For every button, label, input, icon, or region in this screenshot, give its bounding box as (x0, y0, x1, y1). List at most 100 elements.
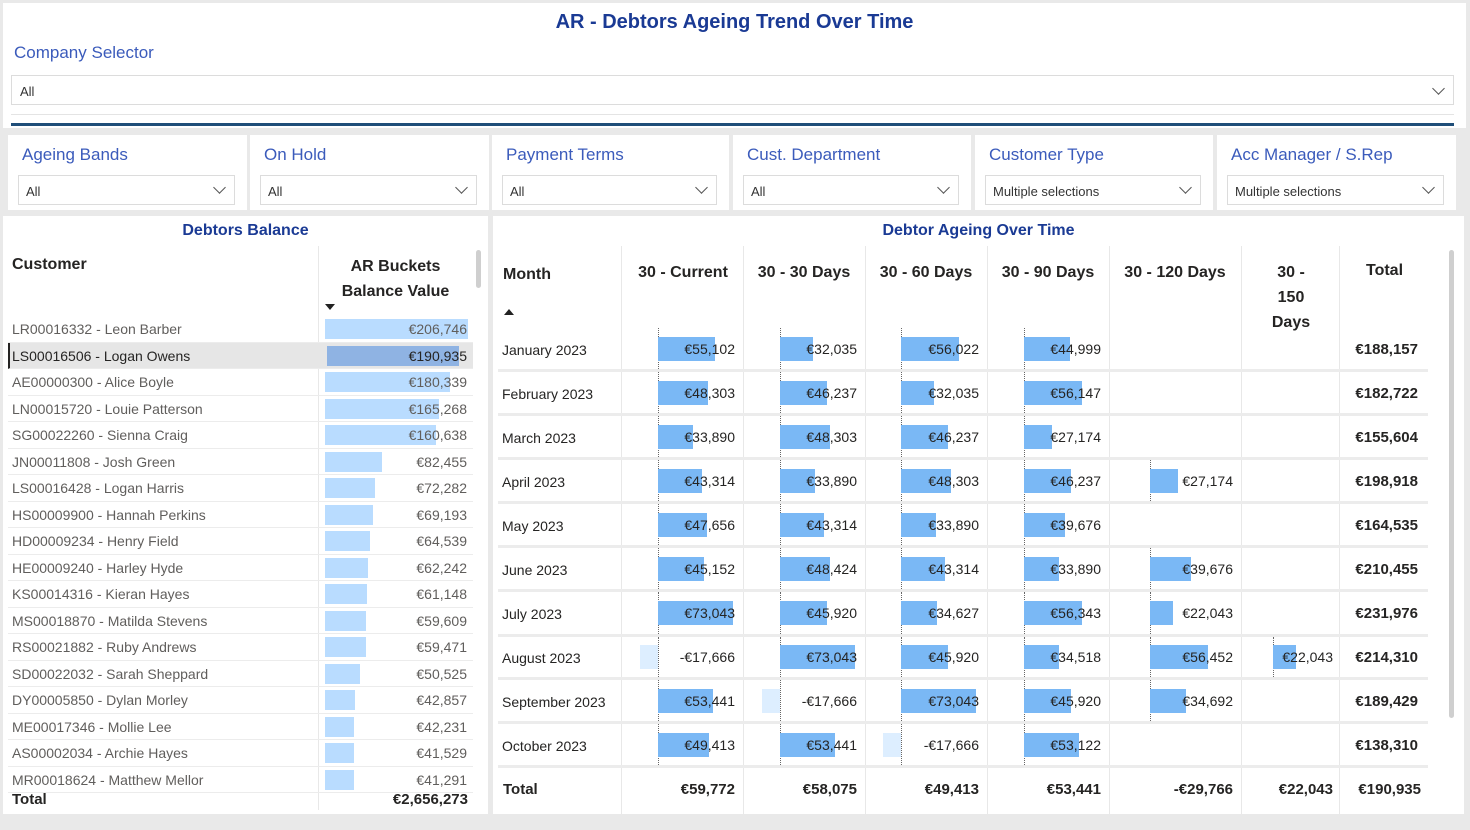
ageing-cell[interactable]: €46,237 (987, 459, 1109, 501)
table-row[interactable]: LS00016506 - Logan Owens €190,935 (8, 342, 473, 369)
slicer-dropdown-on-hold[interactable]: All (260, 175, 477, 205)
ageing-cell[interactable]: €27,174 (1109, 459, 1241, 501)
slicer-dropdown-cust-department[interactable]: All (743, 175, 959, 205)
column-header-customer[interactable]: Customer (12, 256, 87, 273)
ageing-cell[interactable]: €56,343 (987, 591, 1109, 634)
ageing-cell[interactable]: €32,035 (865, 372, 987, 413)
ageing-cell[interactable]: €33,890 (743, 459, 865, 501)
table-row[interactable]: LS00016428 - Logan Harris €72,282 (8, 475, 473, 502)
ageing-cell[interactable]: €53,122 (987, 723, 1109, 765)
column-header[interactable]: 30 - 120 Days (1124, 264, 1226, 281)
table-row[interactable]: ME00017346 - Mollie Lee €42,231 (8, 714, 473, 740)
table-row[interactable]: June 2023 €45,152 €48,424 €43,314 €33,890 €39… (498, 547, 1428, 592)
scrollbar[interactable] (476, 250, 481, 288)
scrollbar[interactable] (1449, 250, 1454, 718)
column-header[interactable]: 30 - 60 Days (879, 264, 973, 281)
ageing-cell[interactable]: €53,441 (623, 680, 743, 721)
ageing-cell[interactable] (1241, 460, 1341, 502)
ageing-cell[interactable]: €44,999 (987, 328, 1109, 369)
ageing-cell[interactable]: €45,152 (623, 547, 743, 589)
slicer-dropdown-customer-type[interactable]: Multiple selections (985, 175, 1201, 205)
ageing-cell[interactable]: €43,314 (623, 459, 743, 501)
ageing-cell[interactable]: €34,692 (1109, 680, 1241, 721)
ageing-cell[interactable]: €33,890 (987, 547, 1109, 589)
ageing-cell[interactable]: €53,441 (743, 723, 865, 765)
ageing-cell[interactable]: €34,518 (987, 636, 1109, 677)
table-row[interactable]: LN00015720 - Louie Patterson €165,268 (8, 396, 473, 422)
sort-descending-icon[interactable] (325, 304, 335, 310)
ageing-cell[interactable] (1241, 372, 1341, 413)
table-row[interactable]: HD00009234 - Henry Field €64,539 (8, 528, 473, 555)
ageing-cell[interactable] (1241, 724, 1341, 765)
ageing-cell[interactable]: €27,174 (987, 415, 1109, 457)
ageing-cell[interactable]: €48,303 (623, 372, 743, 413)
ageing-cell[interactable] (1109, 724, 1241, 765)
table-row[interactable]: MR00018624 - Matthew Mellor €41,291 (8, 767, 473, 793)
table-row[interactable]: JN00011808 - Josh Green €82,455 (8, 449, 473, 475)
column-header[interactable]: 30 - 90 Days (1001, 264, 1095, 281)
ageing-cell[interactable] (1241, 548, 1341, 589)
ageing-cell[interactable]: €45,920 (743, 591, 865, 634)
ageing-cell[interactable]: €56,022 (865, 328, 987, 369)
ageing-cell[interactable] (1241, 504, 1341, 545)
ageing-cell[interactable]: €56,147 (987, 372, 1109, 413)
column-header[interactable]: 30 - 150 Days (1271, 264, 1311, 331)
ageing-cell[interactable] (1241, 680, 1341, 721)
ageing-cell[interactable]: -€17,666 (623, 636, 743, 677)
ageing-cell[interactable] (1241, 592, 1341, 634)
table-row[interactable]: SG00022260 - Sienna Craig €160,638 (8, 422, 473, 449)
table-row[interactable]: HE00009240 - Harley Hyde €62,242 (8, 555, 473, 581)
table-row[interactable]: April 2023 €43,314 €33,890 €48,303 €46,237 €2… (498, 459, 1428, 504)
ageing-cell[interactable]: €56,452 (1109, 636, 1241, 677)
table-row[interactable]: MS00018870 - Matilda Stevens €59,609 (8, 608, 473, 634)
column-header-balance[interactable]: AR Buckets Balance Value (318, 254, 473, 304)
ageing-cell[interactable]: €43,314 (865, 547, 987, 589)
ageing-cell[interactable] (1109, 372, 1241, 413)
table-row[interactable]: January 2023 €55,102 €32,035 €56,022 €44,999… (498, 328, 1428, 372)
ageing-cell[interactable]: €49,413 (623, 723, 743, 765)
table-row[interactable]: AS00002034 - Archie Hayes €41,529 (8, 740, 473, 767)
ageing-cell[interactable] (1109, 416, 1241, 457)
column-header[interactable]: 30 - Current (638, 264, 728, 281)
ageing-cell[interactable] (1241, 328, 1341, 369)
slicer-dropdown-payment-terms[interactable]: All (502, 175, 717, 205)
ageing-cell[interactable]: €73,043 (623, 591, 743, 634)
table-row[interactable]: October 2023 €49,413 €53,441 -€17,666 €53,12… (498, 723, 1428, 768)
ageing-cell[interactable]: €39,676 (1109, 547, 1241, 589)
ageing-cell[interactable]: €22,043 (1241, 636, 1341, 677)
ageing-cell[interactable]: €22,043 (1109, 591, 1241, 634)
table-row[interactable]: May 2023 €47,656 €43,314 €33,890 €39,676 €164… (498, 504, 1428, 548)
ageing-cell[interactable]: €39,676 (987, 504, 1109, 545)
company-selector-dropdown[interactable]: All (11, 75, 1454, 105)
ageing-cell[interactable]: €45,920 (865, 636, 987, 677)
table-row[interactable]: KS00014316 - Kieran Hayes €61,148 (8, 581, 473, 608)
ageing-cell[interactable]: €33,890 (865, 504, 987, 545)
ageing-cell[interactable]: -€17,666 (743, 680, 865, 721)
table-row[interactable]: March 2023 €33,890 €48,303 €46,237 €27,174 €1… (498, 415, 1428, 460)
table-row[interactable]: February 2023 €48,303 €46,237 €32,035 €56,14… (498, 372, 1428, 416)
ageing-cell[interactable]: -€17,666 (865, 723, 987, 765)
ageing-cell[interactable]: €48,424 (743, 547, 865, 589)
ageing-cell[interactable]: €43,314 (743, 504, 865, 545)
table-row[interactable]: HS00009900 - Hannah Perkins €69,193 (8, 502, 473, 528)
ageing-cell[interactable]: €46,237 (743, 372, 865, 413)
table-row[interactable]: LR00016332 - Leon Barber €206,746 (8, 316, 473, 343)
ageing-cell[interactable]: €73,043 (743, 636, 865, 677)
ageing-cell[interactable]: €73,043 (865, 680, 987, 721)
ageing-cell[interactable] (1109, 504, 1241, 545)
table-row[interactable]: SD00022032 - Sarah Sheppard €50,525 (8, 661, 473, 687)
slicer-dropdown-acc-manager[interactable]: Multiple selections (1227, 175, 1444, 205)
table-row[interactable]: July 2023 €73,043 €45,920 €34,627 €56,343 €22… (498, 591, 1428, 637)
table-row[interactable]: September 2023 €53,441 -€17,666 €73,043 €45,… (498, 680, 1428, 724)
table-row[interactable]: August 2023 -€17,666 €73,043 €45,920 €34,518… (498, 636, 1428, 680)
ageing-cell[interactable] (1109, 328, 1241, 369)
ageing-cell[interactable]: €48,303 (743, 415, 865, 457)
ageing-cell[interactable]: €45,920 (987, 680, 1109, 721)
sort-ascending-icon[interactable] (504, 309, 514, 315)
column-header-month[interactable]: Month (503, 266, 551, 283)
ageing-cell[interactable]: €47,656 (623, 504, 743, 545)
column-header[interactable]: 30 - 30 Days (757, 264, 851, 281)
ageing-cell[interactable]: €55,102 (623, 328, 743, 369)
ageing-cell[interactable] (1241, 416, 1341, 457)
ageing-cell[interactable]: €48,303 (865, 459, 987, 501)
